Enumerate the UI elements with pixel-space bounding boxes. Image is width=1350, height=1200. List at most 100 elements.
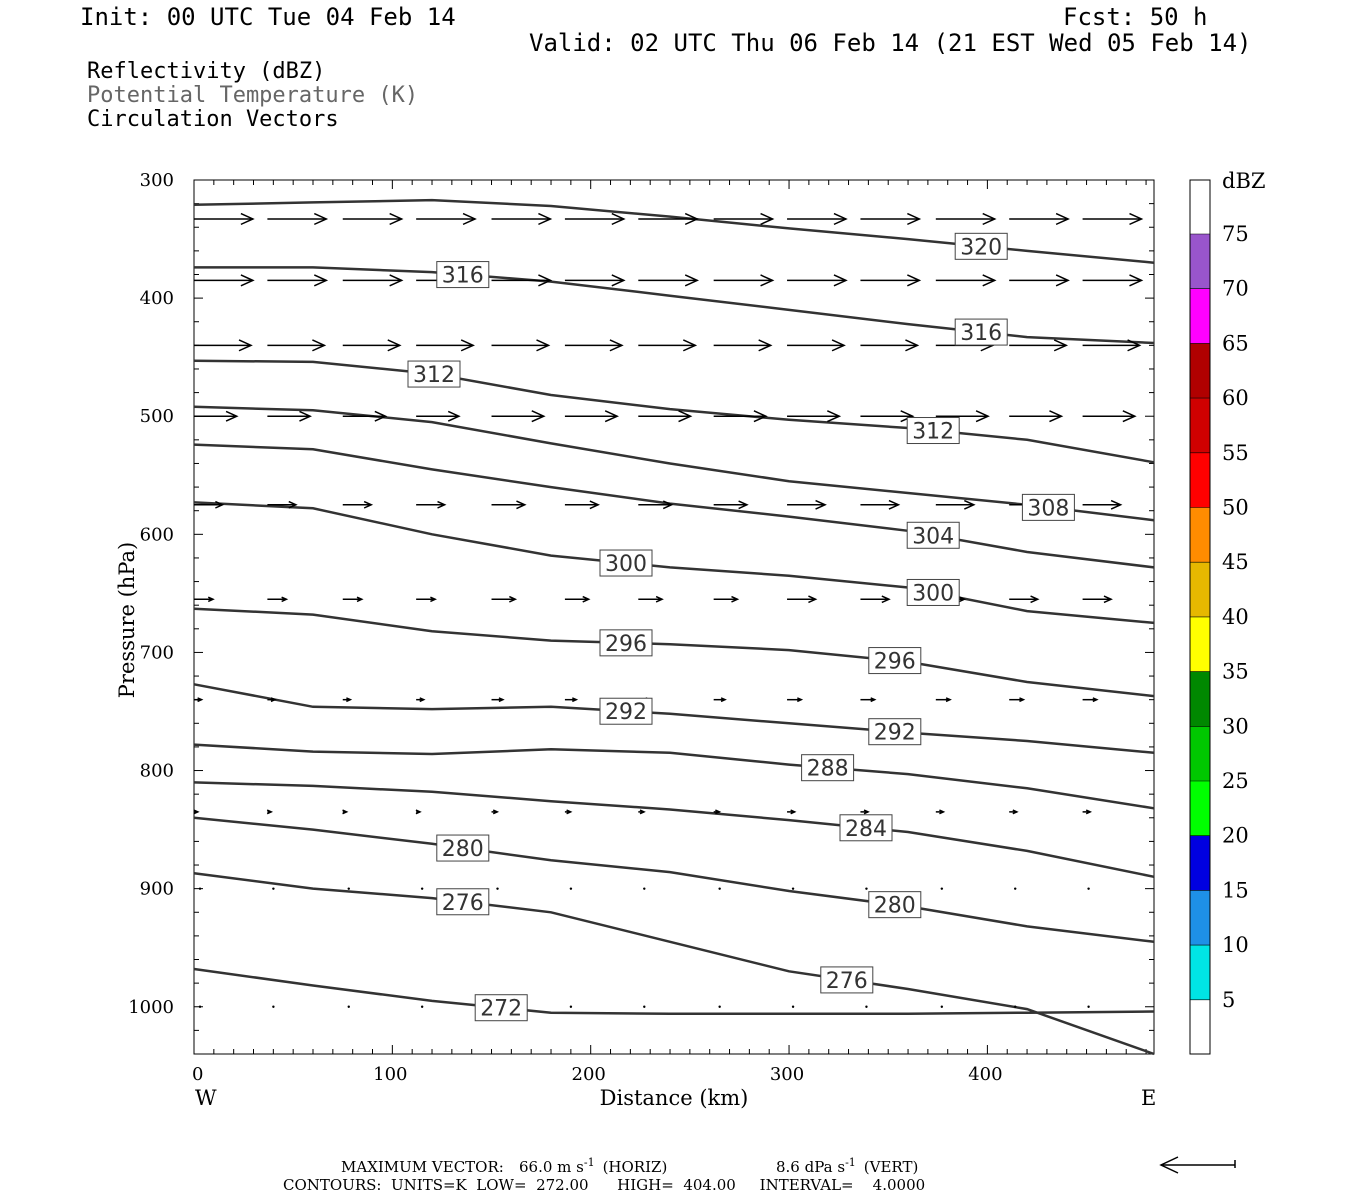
colorbar-label: 35: [1222, 660, 1249, 684]
init-time: Init: 00 UTC Tue 04 Feb 14: [80, 3, 456, 31]
vector-head: [447, 410, 461, 422]
vector-dot: [1087, 1005, 1090, 1008]
colorbar-label: 5: [1222, 988, 1235, 1012]
contour-label-box: [599, 549, 653, 577]
vector-head: [313, 274, 329, 287]
vector-head: [538, 274, 553, 287]
contour-label: 276: [826, 969, 868, 994]
isentrope-320: [193, 198, 1155, 264]
vector-dot: [791, 1005, 795, 1008]
vector-head: [572, 697, 579, 703]
contour-label-box: [868, 647, 922, 675]
vector-head: [566, 809, 573, 815]
x-tick-label: 0: [192, 1064, 203, 1085]
contour-label: 276: [442, 891, 484, 916]
colorbar-label: 60: [1222, 386, 1249, 410]
isentrope-284: [193, 781, 1155, 879]
contour-label-box: [599, 697, 653, 725]
x-tick-label: 400: [968, 1064, 1002, 1085]
contour-label: 296: [605, 632, 647, 657]
vector-head: [611, 212, 626, 226]
x-tick-labels: 0 100 200 300 400: [192, 1064, 1003, 1085]
forecast-hour: Fcst: 50 h: [1063, 3, 1208, 31]
vector-head: [589, 500, 600, 510]
vector-head: [240, 274, 255, 287]
vector-head: [1030, 595, 1040, 604]
y-axis-label: Pressure (hPa): [115, 542, 139, 698]
vector-head: [1012, 809, 1019, 815]
vector-head: [863, 809, 870, 815]
vector-dot: [198, 1005, 202, 1008]
vector-head: [753, 410, 768, 423]
vector-head: [1019, 697, 1026, 703]
contour-label-box: [436, 261, 490, 289]
horiz-tag: (HORIZ): [603, 1158, 668, 1176]
isentrope-288: [193, 743, 1155, 810]
vector-head: [1103, 595, 1113, 604]
y-tick-label: 700: [140, 642, 174, 663]
vector-head: [346, 697, 353, 703]
vector-head: [1122, 410, 1137, 423]
colorbar-title: dBZ: [1222, 169, 1265, 193]
vector-head: [611, 274, 626, 287]
contour-labels: 316 312 300 296 292 280 276 320 316 312 308 304 300 2…: [407, 232, 1075, 1022]
vector-head: [498, 697, 505, 703]
vector-head: [1085, 809, 1093, 815]
vector-head: [389, 274, 404, 287]
vector-head: [888, 499, 901, 510]
vector-head: [1127, 339, 1142, 352]
isentrope-296: [193, 607, 1155, 698]
vector-head: [907, 274, 922, 287]
vector-head: [419, 697, 426, 703]
vector-head: [1055, 274, 1070, 287]
vector-dot: [791, 887, 795, 890]
x-axis-label: Distance (km): [600, 1086, 749, 1110]
y-tick-label: 900: [140, 879, 174, 900]
colorbar-segment: [1190, 288, 1210, 344]
vector-head: [609, 339, 624, 352]
vector-head: [387, 339, 402, 352]
vector-dot: [198, 887, 202, 890]
colorbar-label: 20: [1222, 824, 1249, 848]
vector-dot: [865, 1005, 868, 1008]
vector-dot: [496, 887, 499, 890]
vector-head: [808, 595, 818, 604]
vector-head: [815, 499, 827, 510]
colorbar-segment: [1190, 726, 1210, 781]
vector-head: [907, 212, 922, 226]
vector-dot: [272, 1005, 275, 1008]
contour-label: 280: [442, 837, 484, 862]
vector-head: [655, 595, 664, 603]
vector-head: [731, 595, 740, 603]
isentrope-272: [193, 967, 1155, 1016]
vector-head: [582, 595, 591, 603]
vector-head: [964, 499, 976, 510]
vector-head: [238, 339, 253, 352]
vector-head: [363, 500, 374, 509]
colorbar-label: 55: [1222, 441, 1249, 465]
vector-dot: [643, 1005, 646, 1008]
vector-head: [738, 500, 749, 510]
max-vector-vert: 8.6 dPa s-1 (VERT): [776, 1156, 918, 1176]
isentrope-300: [193, 501, 1155, 625]
contour-label-box: [839, 814, 893, 842]
colorbar-label: 25: [1222, 769, 1249, 793]
vector-head: [389, 212, 404, 226]
colorbar-label: 45: [1222, 550, 1249, 574]
vector-dot: [347, 1005, 350, 1008]
vector-head: [881, 595, 891, 604]
vector-dot: [940, 887, 944, 890]
contours-info: CONTOURS: UNITS=K LOW= 272.00 HIGH= 404.…: [283, 1176, 925, 1194]
vector-head: [536, 339, 551, 352]
vector-head: [682, 339, 698, 352]
vector-head: [939, 809, 946, 815]
max-vector-horiz-value: 66.0 m s: [519, 1158, 584, 1176]
vector-dot: [420, 887, 424, 890]
contour-label: 296: [874, 650, 916, 675]
field-circulation-vectors: Circulation Vectors: [87, 107, 339, 132]
contour-label: 304: [912, 524, 954, 549]
vector-head: [207, 596, 215, 603]
vector-head: [720, 697, 727, 703]
colorbar-label: 40: [1222, 605, 1249, 629]
